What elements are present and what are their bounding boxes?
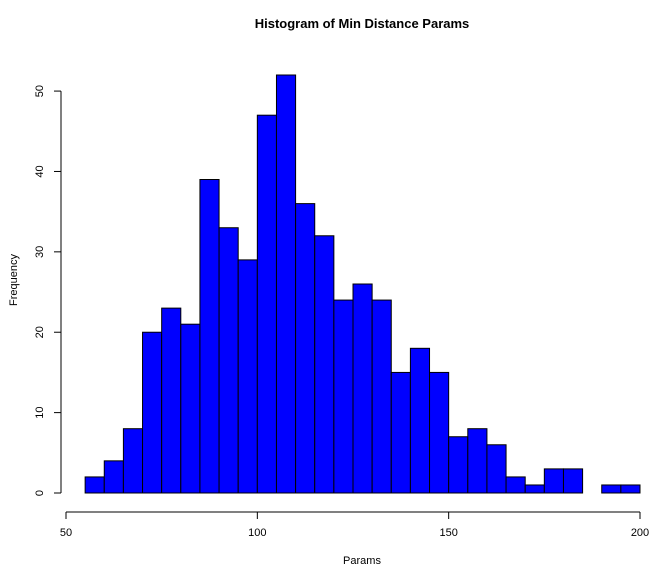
histogram-bar-110-115 (295, 203, 316, 494)
histogram-bar-80-85 (180, 323, 201, 494)
histogram-bar-160-165 (486, 444, 507, 494)
x-axis: 50 100 150 200 (60, 511, 649, 539)
y-axis: 0 10 20 30 40 50 (34, 85, 62, 496)
histogram-bar-145-150 (429, 371, 450, 494)
y-tick-label-20: 20 (34, 326, 46, 338)
histogram-bar-70-75 (142, 331, 163, 494)
y-tick-label-50: 50 (34, 85, 46, 97)
histogram-bar-100-105 (256, 114, 277, 494)
histogram-bar-65-70 (122, 428, 144, 494)
histogram-bar-75-80 (161, 307, 182, 494)
histogram-bar-140-145 (409, 347, 431, 494)
histogram-bar-120-125 (333, 299, 354, 494)
histogram-bar-170-175 (524, 484, 545, 494)
histogram-bar-85-90 (199, 179, 220, 494)
x-tick-label-50: 50 (60, 527, 72, 539)
histogram-bar-165-170 (505, 476, 526, 494)
y-tick-label-10: 10 (34, 406, 46, 418)
bars-group (84, 74, 641, 494)
chart-title: Histogram of Min Distance Params (255, 16, 470, 31)
histogram-bar-95-100 (237, 259, 258, 494)
histogram-bar-60-65 (103, 460, 124, 494)
histogram-bar-55-60 (84, 476, 105, 494)
histogram-bar-175-180 (543, 468, 564, 494)
histogram-bar-125-130 (352, 283, 373, 494)
x-tick-label-150: 150 (439, 527, 457, 539)
histogram-bar-105-110 (275, 74, 297, 494)
histogram-bar-150-155 (448, 436, 469, 494)
y-axis-label: Frequency (8, 254, 20, 306)
histogram-bar-130-135 (371, 299, 392, 494)
histogram-bar-180-185 (562, 468, 584, 494)
histogram-bar-190-195 (601, 484, 622, 494)
y-tick-label-30: 30 (34, 246, 46, 258)
histogram-bar-90-95 (218, 227, 239, 494)
histogram-bar-195-200 (620, 484, 641, 494)
y-tick-label-0: 0 (34, 490, 46, 496)
x-tick-label-200: 200 (631, 527, 649, 539)
histogram-bar-135-140 (390, 371, 411, 494)
y-tick-label-40: 40 (34, 165, 46, 177)
histogram-bar-115-120 (314, 235, 335, 494)
x-axis-label: Params (343, 555, 381, 567)
histogram-bar-155-160 (467, 428, 488, 494)
x-tick-label-100: 100 (248, 527, 266, 539)
